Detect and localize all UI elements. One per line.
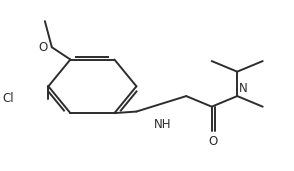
Text: O: O xyxy=(39,41,48,54)
Text: NH: NH xyxy=(154,118,172,131)
Text: O: O xyxy=(208,135,218,148)
Text: Cl: Cl xyxy=(2,92,14,105)
Text: N: N xyxy=(238,82,247,95)
